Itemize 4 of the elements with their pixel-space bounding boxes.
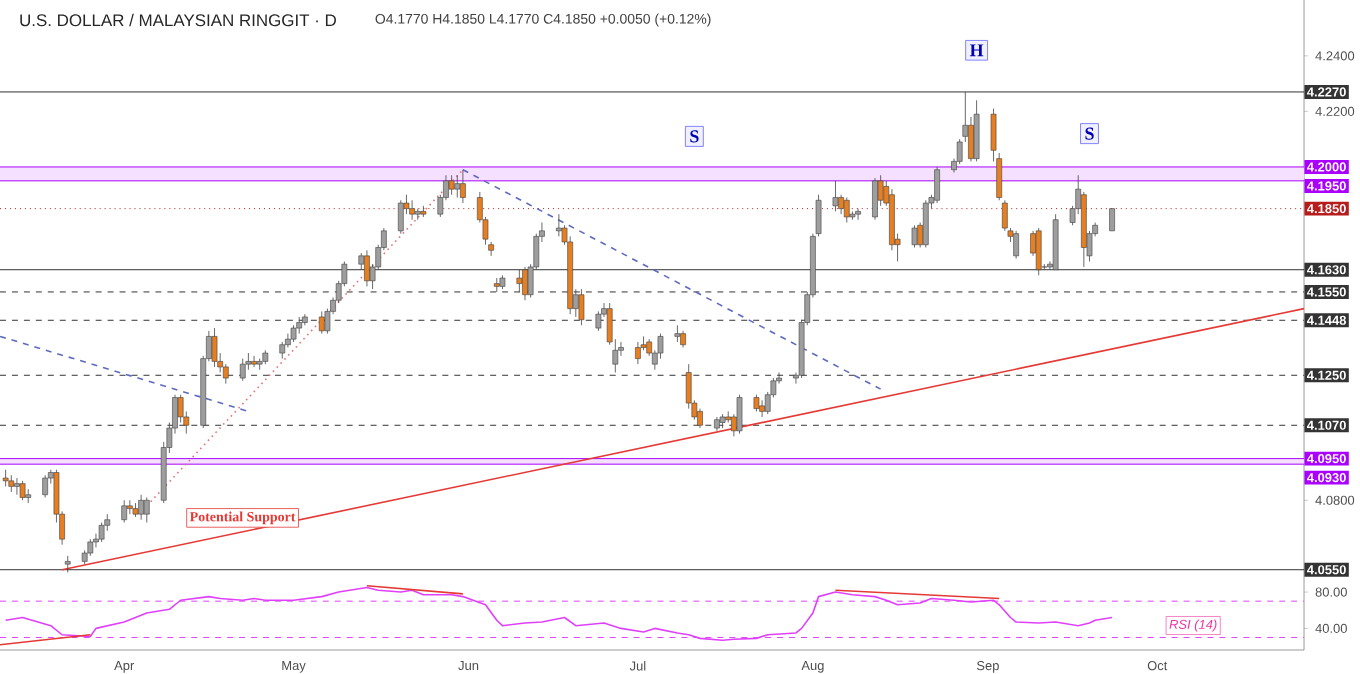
annotation: S (690, 130, 699, 143)
annotation: H (969, 44, 984, 57)
annotation: S (1085, 127, 1094, 140)
text: U.S. DOLLAR / MALAYSIAN RINGGIT · D (20, 13, 336, 27)
